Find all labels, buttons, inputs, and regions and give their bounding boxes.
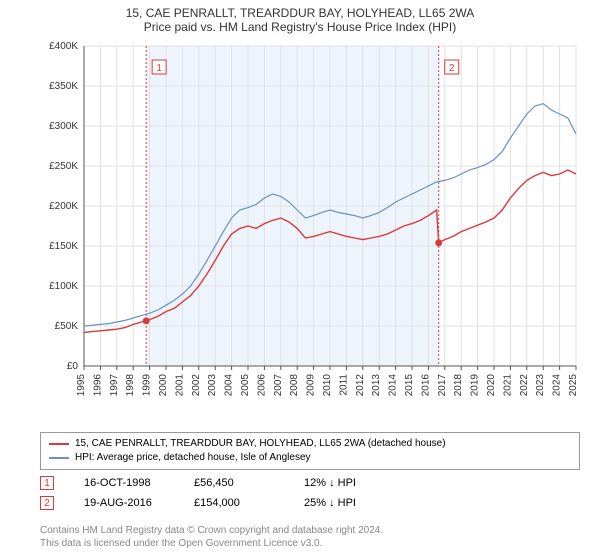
svg-text:2012: 2012 xyxy=(355,374,366,397)
svg-text:£400K: £400K xyxy=(49,41,78,52)
sale-price: £56,450 xyxy=(194,477,274,489)
title-line-2: Price paid vs. HM Land Registry's House … xyxy=(0,20,600,34)
svg-text:2019: 2019 xyxy=(470,374,481,397)
svg-text:2008: 2008 xyxy=(289,374,300,397)
legend-label: HPI: Average price, detached house, Isle… xyxy=(75,451,311,465)
svg-text:2022: 2022 xyxy=(519,374,530,397)
sale-date: 19-AUG-2016 xyxy=(84,497,164,509)
svg-text:2017: 2017 xyxy=(437,374,448,397)
svg-text:1995: 1995 xyxy=(76,374,87,397)
sale-record-row: 1 16-OCT-1998 £56,450 12% ↓ HPI xyxy=(40,476,580,490)
svg-text:2010: 2010 xyxy=(322,374,333,397)
svg-text:2014: 2014 xyxy=(388,374,399,397)
sale-marker: 1 xyxy=(40,476,54,490)
svg-text:2015: 2015 xyxy=(404,374,415,397)
svg-text:2000: 2000 xyxy=(158,374,169,397)
svg-text:2020: 2020 xyxy=(486,374,497,397)
svg-text:2007: 2007 xyxy=(273,374,284,397)
legend-item: HPI: Average price, detached house, Isle… xyxy=(49,451,571,465)
svg-text:2016: 2016 xyxy=(420,374,431,397)
sale-record-row: 2 19-AUG-2016 £154,000 25% ↓ HPI xyxy=(40,496,580,510)
svg-text:2024: 2024 xyxy=(552,374,563,397)
svg-text:£100K: £100K xyxy=(49,281,78,292)
svg-text:£150K: £150K xyxy=(49,241,78,252)
legend: 15, CAE PENRALLT, TREARDDUR BAY, HOLYHEA… xyxy=(40,432,580,470)
price-chart: £0 £50K £100K £150K £200K £250K £300K £350K £400… xyxy=(40,40,580,410)
svg-text:£0: £0 xyxy=(67,361,79,372)
svg-text:2002: 2002 xyxy=(191,374,202,397)
svg-text:£300K: £300K xyxy=(49,121,78,132)
svg-text:2001: 2001 xyxy=(174,374,185,397)
svg-text:1999: 1999 xyxy=(142,374,153,397)
svg-text:2005: 2005 xyxy=(240,374,251,397)
sale-delta: 25% ↓ HPI xyxy=(304,497,384,509)
svg-text:2018: 2018 xyxy=(453,374,464,397)
svg-text:£50K: £50K xyxy=(55,321,79,332)
svg-text:2011: 2011 xyxy=(338,374,349,396)
svg-text:£350K: £350K xyxy=(49,81,78,92)
svg-text:£250K: £250K xyxy=(49,161,78,172)
legend-label: 15, CAE PENRALLT, TREARDDUR BAY, HOLYHEA… xyxy=(75,437,446,451)
chart-svg: £0 £50K £100K £150K £200K £250K £300K £350K £400… xyxy=(40,40,580,410)
sale-records: 1 16-OCT-1998 £56,450 12% ↓ HPI 2 19-AUG-2016… xyxy=(40,476,580,516)
svg-text:2004: 2004 xyxy=(224,374,235,397)
sale-delta: 12% ↓ HPI xyxy=(304,477,384,489)
footer: Contains HM Land Registry data © Crown c… xyxy=(40,524,580,550)
svg-text:2025: 2025 xyxy=(568,374,579,397)
sale-marker: 2 xyxy=(40,496,54,510)
title-line-1: 15, CAE PENRALLT, TREARDDUR BAY, HOLYHEA… xyxy=(0,6,600,20)
svg-text:2021: 2021 xyxy=(502,374,513,397)
svg-text:1997: 1997 xyxy=(109,374,120,397)
svg-text:2023: 2023 xyxy=(535,374,546,397)
svg-text:1: 1 xyxy=(156,63,162,74)
svg-text:2006: 2006 xyxy=(256,374,267,397)
svg-text:2009: 2009 xyxy=(306,374,317,397)
svg-text:2: 2 xyxy=(449,63,455,74)
legend-swatch xyxy=(49,443,69,445)
footer-line-2: This data is licensed under the Open Gov… xyxy=(40,537,580,550)
sale-price: £154,000 xyxy=(194,497,274,509)
svg-text:2013: 2013 xyxy=(371,374,382,397)
legend-swatch xyxy=(49,457,69,459)
svg-text:£200K: £200K xyxy=(49,201,78,212)
sale-date: 16-OCT-1998 xyxy=(84,477,164,489)
svg-text:1998: 1998 xyxy=(125,374,136,397)
svg-text:2003: 2003 xyxy=(207,374,218,397)
legend-item: 15, CAE PENRALLT, TREARDDUR BAY, HOLYHEA… xyxy=(49,437,571,451)
footer-line-1: Contains HM Land Registry data © Crown c… xyxy=(40,524,580,537)
svg-text:1996: 1996 xyxy=(92,374,103,397)
